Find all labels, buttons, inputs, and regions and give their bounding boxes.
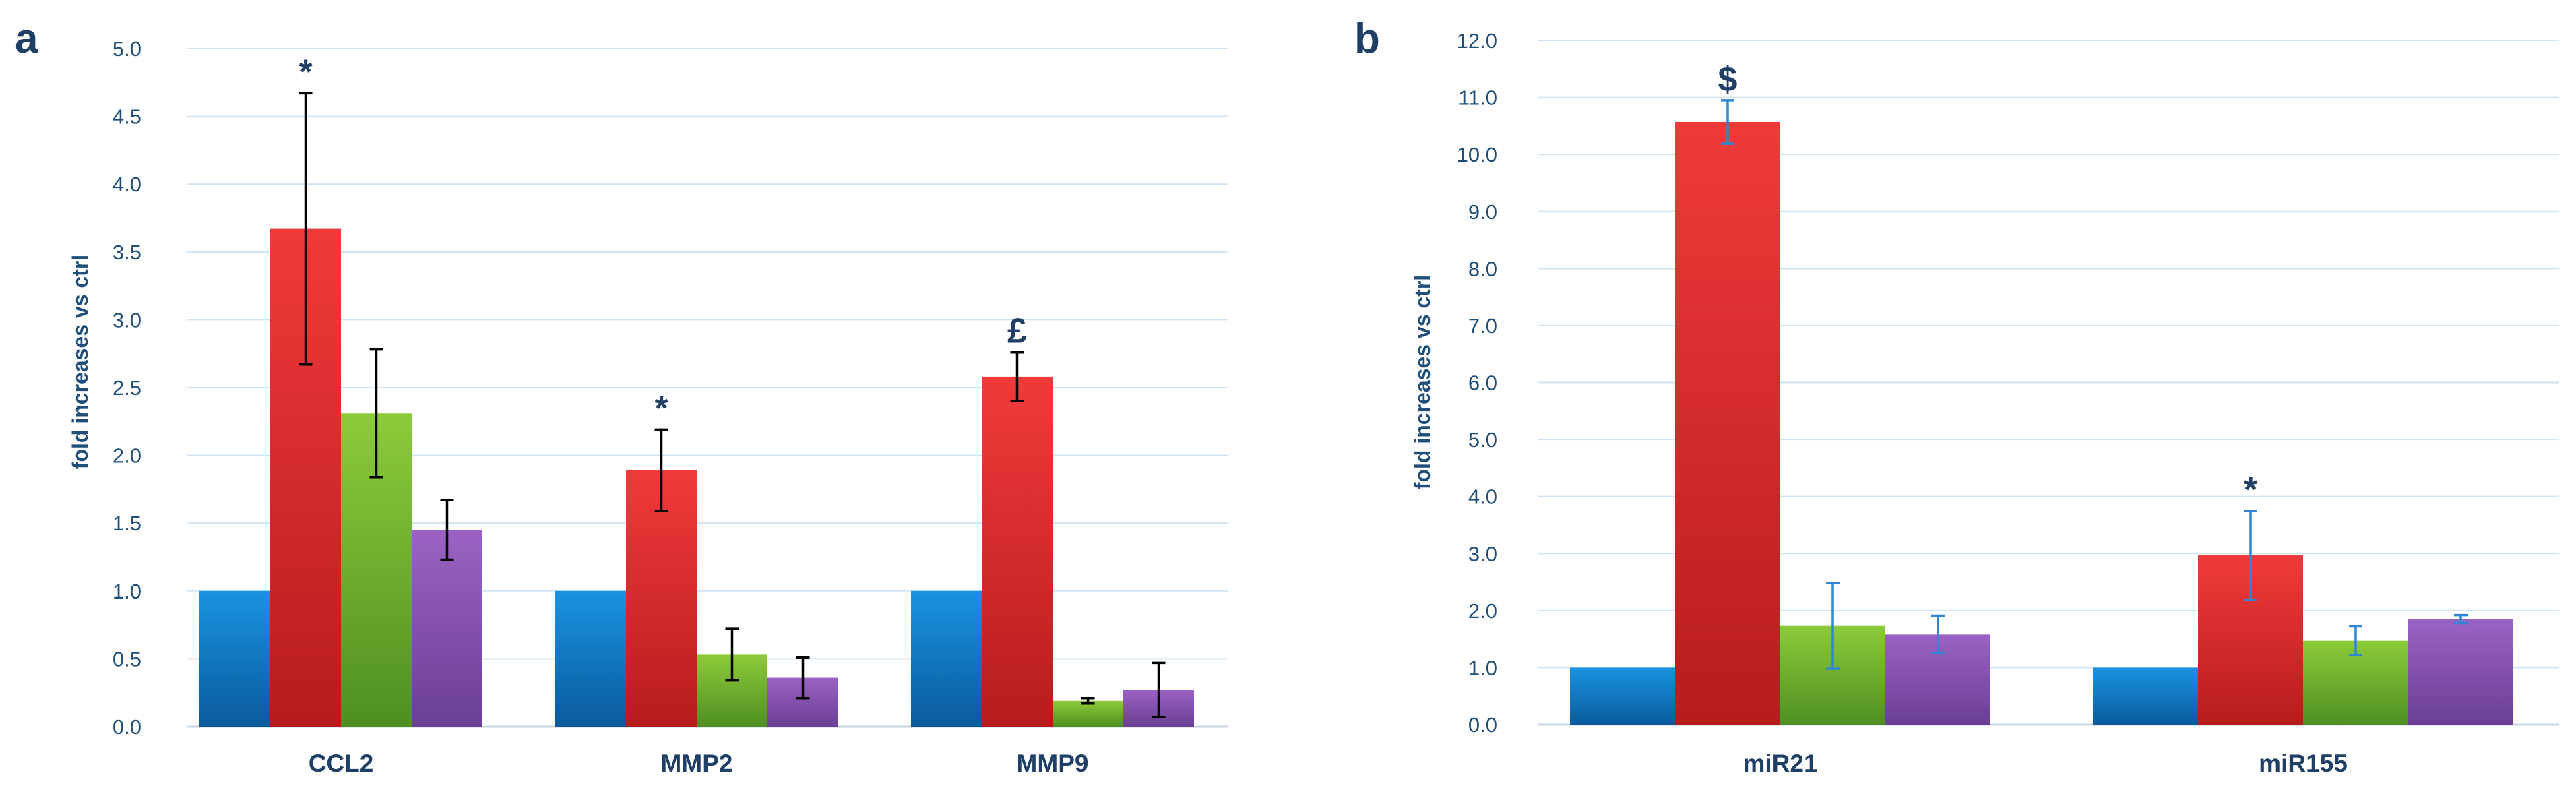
y-tick-label: 1.0 [1468,656,1497,679]
bar-green [1053,700,1123,727]
y-tick-label: 8.0 [1468,257,1497,280]
chart-panel-a: a fold increases vs ctrl 0.0 0.5 1.0 1.5 2.0… [15,16,1228,777]
bar-blue [1570,667,1675,725]
y-tick-label: 1.0 [113,580,142,603]
y-tick-label: 0.5 [113,647,142,671]
bars-b [1570,121,2513,725]
y-tick-label: 10.0 [1457,143,1497,166]
y-axis-title-a: fold increases vs ctrl [68,255,92,469]
y-tick-labels-b: 0.0 1.0 2.0 3.0 4.0 5.0 6.0 7.0 8.0 9.0 10.0 11.0 12… [1457,29,1497,737]
bar-blue [555,590,626,727]
y-tick-label: 3.0 [113,308,142,332]
significance-marks-a: * * £ [299,53,1027,428]
category-labels-a: CCL2 MMP2 MMP9 [309,749,1089,777]
category-label: MMP9 [1017,749,1089,777]
y-tick-label: 3.5 [113,241,142,264]
significance-mark: * [654,389,668,428]
bar-purple [412,530,482,727]
significance-marks-b: $* [1718,60,2258,510]
category-label: miR155 [2259,749,2348,777]
chart-panel-b: b fold increases vs ctrl 0.0 1.0 2.0 3.0 4.0… [1354,16,2559,777]
y-tick-label: 12.0 [1457,29,1497,53]
bar-red [982,376,1053,727]
y-tick-label: 0.0 [113,715,142,739]
error-bars-b [1721,99,2468,670]
y-tick-label: 4.0 [1468,485,1497,509]
y-tick-label: 11.0 [1458,86,1497,110]
panel-letter-a: a [15,16,38,62]
y-tick-label: 5.0 [113,37,142,61]
bar-red [626,470,697,727]
y-tick-label: 7.0 [1468,314,1497,338]
y-axis-title-b: fold increases vs ctrl [1410,275,1435,489]
y-tick-label: 6.0 [1468,371,1497,395]
bar-blue [2093,667,2198,725]
bar-purple [2408,619,2513,725]
significance-mark: £ [1007,312,1027,351]
y-tick-labels-a: 0.0 0.5 1.0 1.5 2.0 2.5 3.0 3.5 4.0 4.5 5.0 [113,37,142,739]
panel-letter-b: b [1354,16,1380,62]
bar-red [1675,121,1780,725]
y-tick-label: 9.0 [1468,200,1497,224]
y-tick-label: 2.0 [113,444,142,468]
category-label: MMP2 [661,749,733,777]
y-tick-label: 4.0 [113,173,142,196]
y-tick-label: 0.0 [1468,713,1497,737]
bar-blue [199,590,270,727]
y-tick-label: 4.5 [113,105,142,129]
y-tick-label: 5.0 [1468,428,1497,452]
significance-mark: * [2244,470,2258,510]
y-tick-label: 3.0 [1468,542,1497,565]
y-tick-label: 1.5 [113,512,142,535]
significance-mark: * [299,53,313,92]
category-labels-b: miR21 miR155 [1742,749,2347,777]
error-bars-a [299,92,1166,718]
category-label: CCL2 [309,749,374,777]
y-tick-label: 2.0 [1468,599,1497,623]
bars-a [199,228,1194,727]
y-tick-label: 2.5 [113,376,142,400]
significance-mark: $ [1718,60,1738,99]
bar-blue [911,590,982,727]
category-label: miR21 [1742,749,1817,777]
